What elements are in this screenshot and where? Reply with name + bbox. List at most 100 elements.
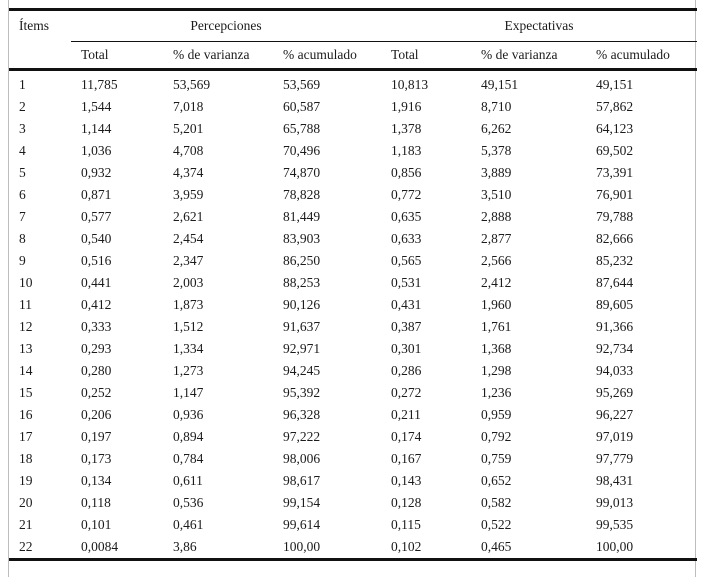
value-cell: 99,614	[283, 517, 321, 532]
value-cell: 1,236	[481, 385, 512, 400]
table-row: 18 0,173 0,784 98,006 0,167 0,759 97,779	[9, 448, 697, 470]
value-cell: 85,232	[596, 253, 634, 268]
value-cell: 79,788	[596, 209, 634, 224]
value-cell: 0,431	[391, 297, 422, 312]
value-cell: 96,227	[596, 407, 634, 422]
value-cell: 0,633	[391, 231, 422, 246]
value-cell: 1,273	[173, 363, 204, 378]
value-cell: 0,516	[81, 253, 112, 268]
value-cell: 0,252	[81, 385, 112, 400]
table-row: 6 0,871 3,959 78,828 0,772 3,510 76,901	[9, 184, 697, 206]
value-cell: 0,286	[391, 363, 422, 378]
item-number-cell: 15	[19, 385, 33, 400]
value-cell: 1,916	[391, 99, 422, 114]
value-cell: 57,862	[596, 99, 634, 114]
value-cell: 0,871	[81, 187, 112, 202]
value-cell: 0,118	[81, 495, 111, 510]
value-cell: 0,565	[391, 253, 422, 268]
value-cell: 0,959	[481, 407, 512, 422]
group-header-row: Ítems Percepciones Expectativas	[9, 9, 698, 71]
table-frame: Ítems Percepciones Expectativas Total % …	[8, 0, 698, 577]
value-cell: 0,387	[391, 319, 422, 334]
value-cell: 0,611	[173, 473, 203, 488]
item-number-cell: 4	[19, 143, 26, 158]
value-cell: 5,378	[481, 143, 512, 158]
value-cell: 64,123	[596, 121, 634, 136]
value-cell: 0,134	[81, 473, 112, 488]
item-number-cell: 12	[19, 319, 33, 334]
value-cell: 76,901	[596, 187, 634, 202]
item-number-cell: 19	[19, 473, 33, 488]
value-cell: 0,412	[81, 297, 112, 312]
table-row: 10 0,441 2,003 88,253 0,531 2,412 87,644	[9, 272, 697, 294]
value-cell: 90,126	[283, 297, 321, 312]
table-row: 22 0,0084 3,86 100,00 0,102 0,465 100,00	[9, 536, 697, 560]
value-cell: 1,544	[81, 99, 112, 114]
value-cell: 0,333	[81, 319, 112, 334]
item-number-cell: 1	[19, 77, 26, 92]
value-cell: 0,167	[391, 451, 422, 466]
value-cell: 82,666	[596, 231, 634, 246]
value-cell: 96,328	[283, 407, 321, 422]
value-cell: 0,582	[481, 495, 512, 510]
value-cell: 73,391	[596, 165, 634, 180]
value-cell: 3,510	[481, 187, 512, 202]
value-cell: 0,461	[173, 517, 204, 532]
value-cell: 11,785	[81, 77, 118, 92]
value-cell: 89,605	[596, 297, 634, 312]
value-cell: 91,637	[283, 319, 321, 334]
col-header-varianza-expectativas: % de varianza	[471, 41, 587, 71]
value-cell: 2,412	[481, 275, 512, 290]
value-cell: 0,792	[481, 429, 512, 444]
value-cell: 2,003	[173, 275, 204, 290]
item-number-cell: 17	[19, 429, 33, 444]
value-cell: 99,013	[596, 495, 634, 510]
value-cell: 0,540	[81, 231, 112, 246]
value-cell: 4,708	[173, 143, 204, 158]
value-cell: 53,569	[173, 77, 211, 92]
value-cell: 1,873	[173, 297, 204, 312]
value-cell: 0,143	[391, 473, 422, 488]
value-cell: 88,253	[283, 275, 321, 290]
table-row: 19 0,134 0,611 98,617 0,143 0,652 98,431	[9, 470, 697, 492]
value-cell: 0,102	[391, 539, 422, 554]
item-number-cell: 16	[19, 407, 33, 422]
item-number-cell: 10	[19, 275, 33, 290]
value-cell: 0,441	[81, 275, 112, 290]
value-cell: 0,531	[391, 275, 422, 290]
value-cell: 2,877	[481, 231, 512, 246]
item-number-cell: 5	[19, 165, 26, 180]
value-cell: 1,368	[481, 341, 512, 356]
col-header-acumulado-expectativas: % acumulado	[586, 41, 698, 71]
value-cell: 0,932	[81, 165, 112, 180]
value-cell: 0,197	[81, 429, 112, 444]
value-cell: 49,151	[481, 77, 519, 92]
value-cell: 87,644	[596, 275, 634, 290]
value-cell: 0,856	[391, 165, 422, 180]
value-cell: 100,00	[283, 539, 321, 554]
value-cell: 0,174	[391, 429, 422, 444]
value-cell: 97,222	[283, 429, 321, 444]
table-row: 15 0,252 1,147 95,392 0,272 1,236 95,269	[9, 382, 697, 404]
value-cell: 0,522	[481, 517, 512, 532]
value-cell: 1,761	[481, 319, 512, 334]
item-number-cell: 14	[19, 363, 33, 378]
table-body: 1 11,785 53,569 53,569 10,813 49,151 49,151 2 1,…	[9, 70, 697, 560]
value-cell: 1,036	[81, 143, 112, 158]
item-number-cell: 2	[19, 99, 26, 114]
value-cell: 0,293	[81, 341, 112, 356]
col-header-total-percepciones: Total	[71, 41, 163, 71]
value-cell: 1,960	[481, 297, 512, 312]
table-header: Ítems Percepciones Expectativas Total % …	[9, 9, 698, 71]
value-cell: 69,502	[596, 143, 634, 158]
value-cell: 0,465	[481, 539, 512, 554]
value-cell: 5,201	[173, 121, 204, 136]
value-cell: 1,298	[481, 363, 512, 378]
value-cell: 3,959	[173, 187, 204, 202]
value-cell: 0,272	[391, 385, 422, 400]
value-cell: 0,0084	[81, 539, 119, 554]
value-cell: 0,652	[481, 473, 512, 488]
value-cell: 98,006	[283, 451, 321, 466]
table-row: 5 0,932 4,374 74,870 0,856 3,889 73,391	[9, 162, 697, 184]
value-cell: 0,759	[481, 451, 512, 466]
